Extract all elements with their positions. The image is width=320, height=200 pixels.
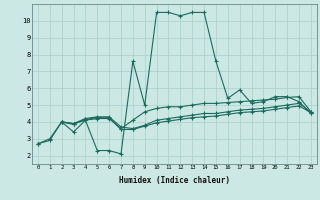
X-axis label: Humidex (Indice chaleur): Humidex (Indice chaleur): [119, 176, 230, 185]
